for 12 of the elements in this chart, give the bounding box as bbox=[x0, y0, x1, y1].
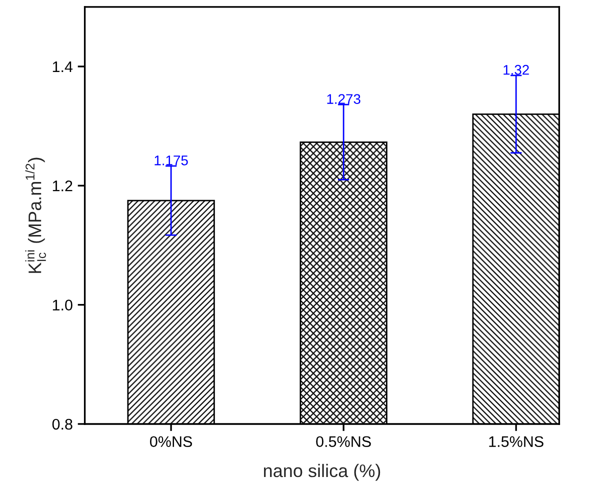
y-tick-label: 1.4 bbox=[52, 62, 73, 72]
x-axis-title: nano silica (%) bbox=[264, 464, 380, 481]
data-label: 1.175 bbox=[154, 156, 188, 166]
y-axis-title: K$^{ini}$$_{Ic}$ (MPa.m$^{1/2}$) bbox=[25, 158, 46, 273]
data-label: 1.273 bbox=[327, 94, 360, 104]
y-tick-label: 1.2 bbox=[52, 180, 72, 192]
y-tick-label: 0.8 bbox=[52, 418, 72, 430]
x-tick-label: 0%NS bbox=[150, 436, 192, 448]
y-tick-label: 1.0 bbox=[52, 300, 72, 310]
x-tick-label: 0.5%NS bbox=[316, 436, 371, 448]
data-label: 1.32 bbox=[504, 64, 529, 75]
x-tick-label: 1.5%NS bbox=[489, 436, 544, 448]
